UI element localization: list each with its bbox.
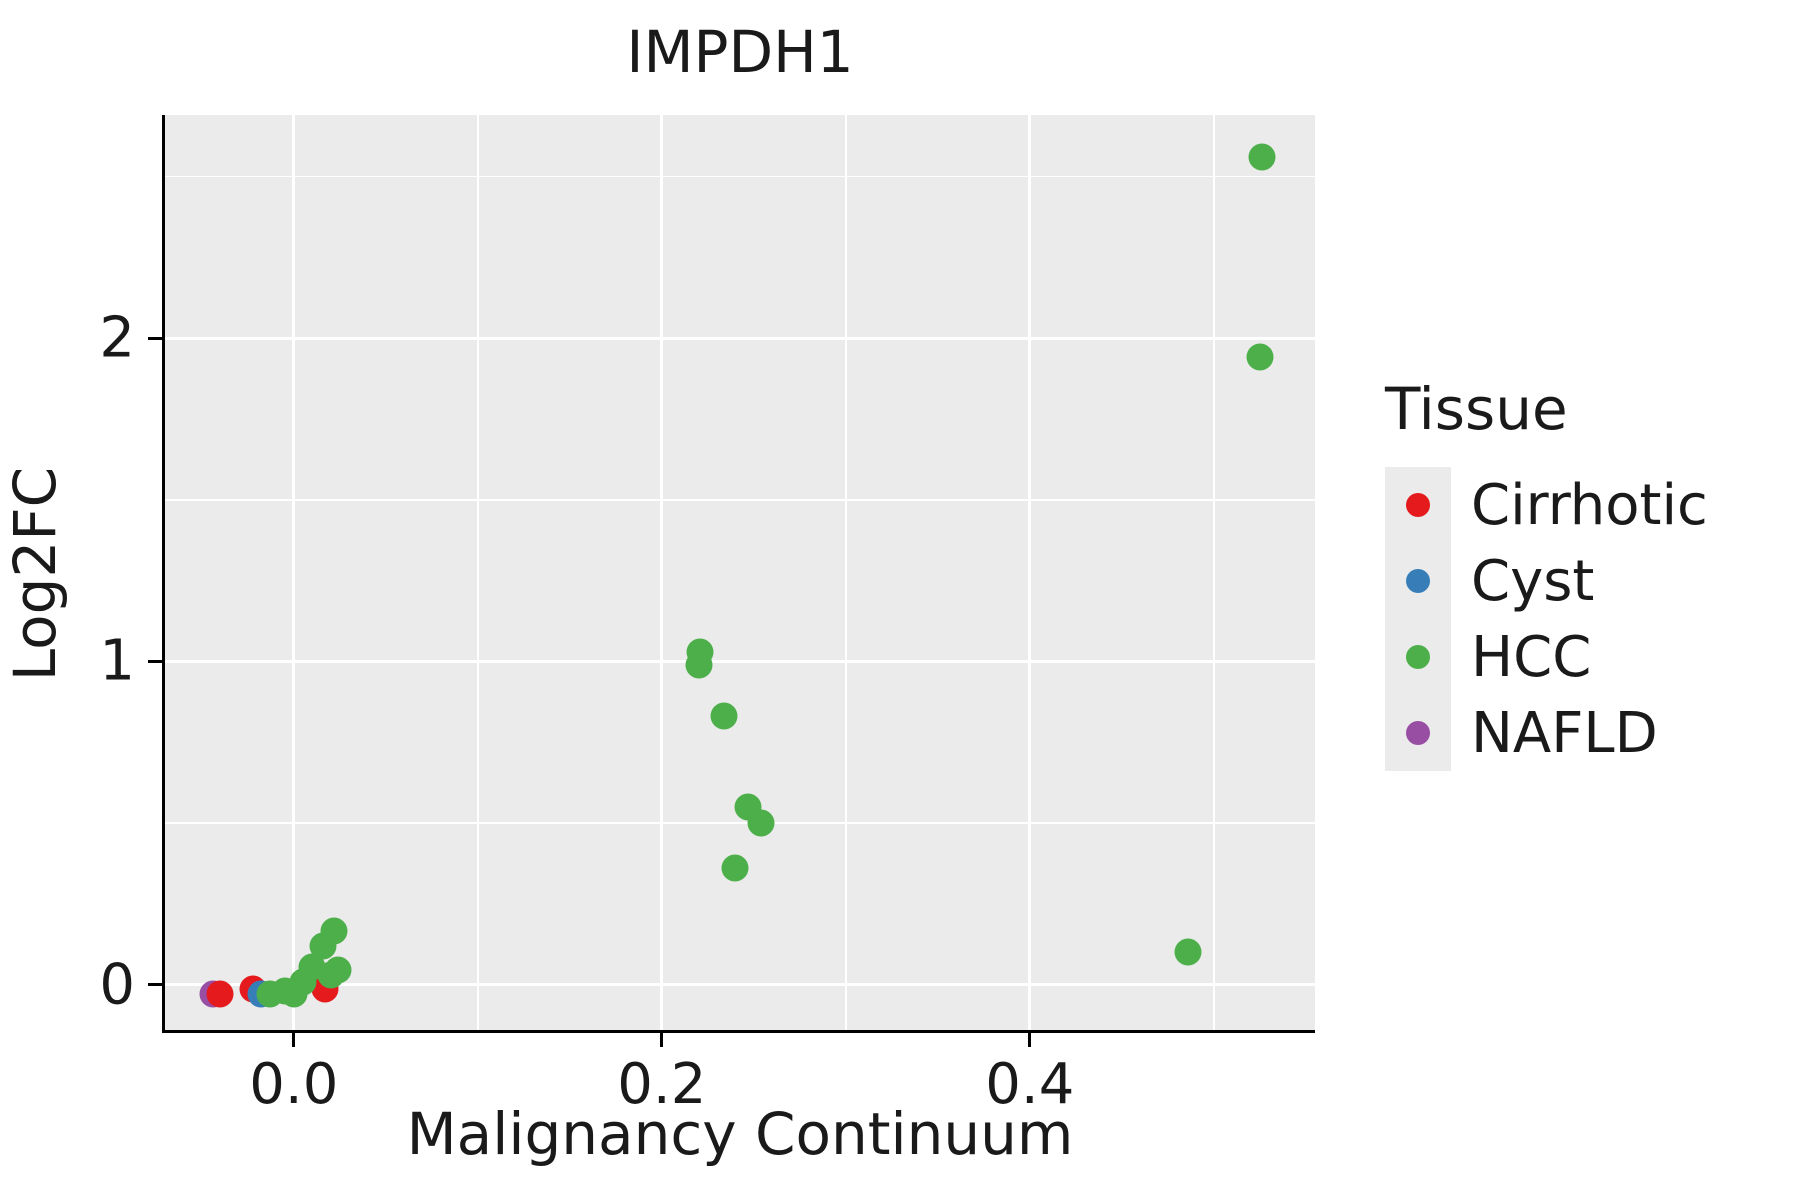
x-tick-label: 0.2 — [617, 1052, 707, 1117]
legend-key — [1385, 695, 1451, 771]
y-axis-label: Log2FC — [1, 466, 69, 682]
y-tick-label: 1 — [99, 628, 135, 694]
major-gridline-y — [165, 336, 1315, 340]
legend-label: Cirrhotic — [1471, 472, 1708, 538]
legend-swatch-hcc — [1406, 645, 1430, 669]
data-point-hcc — [1174, 938, 1202, 966]
y-tick-mark — [148, 659, 162, 663]
minor-gridline-y — [165, 499, 1315, 501]
legend-swatch-cirrhotic — [1406, 493, 1430, 517]
x-tick-mark — [660, 1033, 664, 1047]
x-tick-label: 0.0 — [249, 1052, 339, 1117]
data-point-hcc — [721, 854, 749, 882]
data-point-hcc — [1246, 343, 1274, 371]
data-point-hcc — [256, 980, 284, 1008]
legend-item-hcc: HCC — [1385, 619, 1708, 695]
major-gridline-y — [165, 983, 1315, 987]
major-gridline-y — [165, 659, 1315, 663]
plot-panel — [165, 115, 1315, 1030]
legend: Tissue Cirrhotic Cyst HCC NAFLD — [1385, 375, 1708, 771]
legend-items: Cirrhotic Cyst HCC NAFLD — [1385, 467, 1708, 771]
chart-title: IMPDH1 — [626, 18, 854, 86]
legend-label: NAFLD — [1471, 700, 1658, 766]
y-tick-mark — [148, 983, 162, 987]
x-tick-label: 0.4 — [985, 1052, 1075, 1117]
legend-item-nafld: NAFLD — [1385, 695, 1708, 771]
minor-gridline-x — [477, 115, 479, 1030]
x-axis-label: Malignancy Continuum — [406, 1100, 1074, 1168]
minor-gridline-y — [165, 822, 1315, 824]
minor-gridline-x — [1213, 115, 1215, 1030]
data-point-hcc — [710, 702, 738, 730]
legend-swatch-cyst — [1406, 569, 1430, 593]
legend-title: Tissue — [1385, 375, 1568, 443]
data-point-hcc — [280, 980, 308, 1008]
x-axis-line — [162, 1030, 1315, 1033]
legend-key — [1385, 467, 1451, 543]
legend-item-cirrhotic: Cirrhotic — [1385, 467, 1708, 543]
legend-key — [1385, 619, 1451, 695]
x-tick-mark — [292, 1033, 296, 1047]
legend-key — [1385, 543, 1451, 619]
data-point-hcc — [1248, 143, 1276, 171]
major-gridline-x — [292, 115, 296, 1030]
minor-gridline-y — [165, 175, 1315, 178]
data-point-hcc — [747, 809, 775, 837]
legend-swatch-nafld — [1406, 721, 1430, 745]
x-tick-mark — [1028, 1033, 1032, 1047]
legend-item-cyst: Cyst — [1385, 543, 1708, 619]
data-point-hcc — [317, 961, 345, 989]
data-point-hcc — [685, 651, 713, 679]
y-tick-label: 0 — [99, 952, 135, 1018]
y-tick-mark — [148, 336, 162, 340]
major-gridline-x — [1028, 115, 1032, 1030]
legend-label: HCC — [1471, 624, 1592, 690]
y-axis-line — [162, 115, 165, 1033]
legend-label: Cyst — [1471, 548, 1595, 614]
major-gridline-x — [660, 115, 664, 1030]
y-tick-label: 2 — [99, 305, 135, 371]
minor-gridline-x — [845, 115, 847, 1030]
data-point-cirrhotic — [206, 980, 234, 1008]
